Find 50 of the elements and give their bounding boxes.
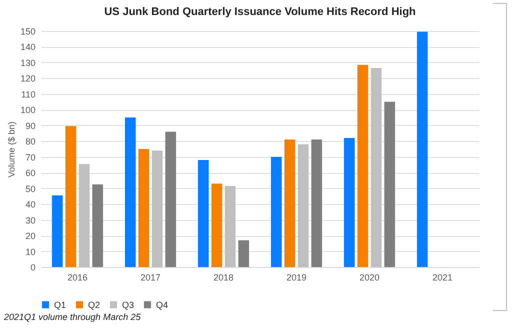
bar xyxy=(370,68,382,267)
legend-label: Q4 xyxy=(156,300,168,310)
x-tick-label: 2021 xyxy=(432,272,453,282)
y-tick-label: 0 xyxy=(30,262,36,272)
y-tick-label: 120 xyxy=(20,74,36,84)
y-tick-label: 70 xyxy=(25,152,36,162)
y-tick-label: 90 xyxy=(25,120,36,131)
bar xyxy=(211,184,222,267)
bar xyxy=(165,132,176,267)
bar xyxy=(270,156,282,267)
bar xyxy=(416,32,428,267)
x-tick-label: 2018 xyxy=(213,272,234,282)
bar xyxy=(298,144,309,267)
y-tick-label: 110 xyxy=(21,89,36,100)
bar xyxy=(344,138,355,267)
bar xyxy=(65,126,76,267)
y-tick-label: 150 xyxy=(20,26,36,36)
bar xyxy=(92,184,104,267)
bar xyxy=(78,164,90,267)
y-tick-label: 10 xyxy=(25,246,36,257)
bar xyxy=(311,140,322,267)
bar xyxy=(224,186,236,267)
text: 2021Q1 volume through March 25 xyxy=(4,312,141,322)
bar xyxy=(198,160,209,267)
legend-label: Q1 xyxy=(54,300,66,310)
y-tick-label: 130 xyxy=(20,58,36,68)
y-tick-label: 40 xyxy=(25,200,36,210)
y-tick-label: 30 xyxy=(25,215,36,226)
y-tick-label: 20 xyxy=(25,231,36,242)
bar xyxy=(152,150,163,267)
bar xyxy=(357,64,368,267)
y-axis-title: Volume ($ bn) xyxy=(6,121,16,178)
legend-label: Q2 xyxy=(88,300,100,310)
x-tick-label: 2019 xyxy=(286,272,307,282)
y-tick-label: 140 xyxy=(20,42,36,52)
x-tick-label: 2017 xyxy=(140,272,161,282)
bar xyxy=(52,195,63,267)
bar xyxy=(124,118,136,267)
chart-title: US Junk Bond Quarterly Issuance Volume Hits Record High xyxy=(104,6,416,18)
legend-label: Q3 xyxy=(122,300,134,310)
y-tick-label: 50 xyxy=(25,184,36,194)
x-tick-label: 2020 xyxy=(359,272,380,282)
bar xyxy=(238,240,250,267)
bar xyxy=(284,140,296,267)
bar xyxy=(384,102,396,267)
y-tick-label: 60 xyxy=(25,168,36,178)
y-tick-label: 100 xyxy=(20,105,36,116)
y-tick-label: 80 xyxy=(25,136,36,147)
bar xyxy=(138,149,150,267)
x-tick-label: 2016 xyxy=(67,272,88,282)
